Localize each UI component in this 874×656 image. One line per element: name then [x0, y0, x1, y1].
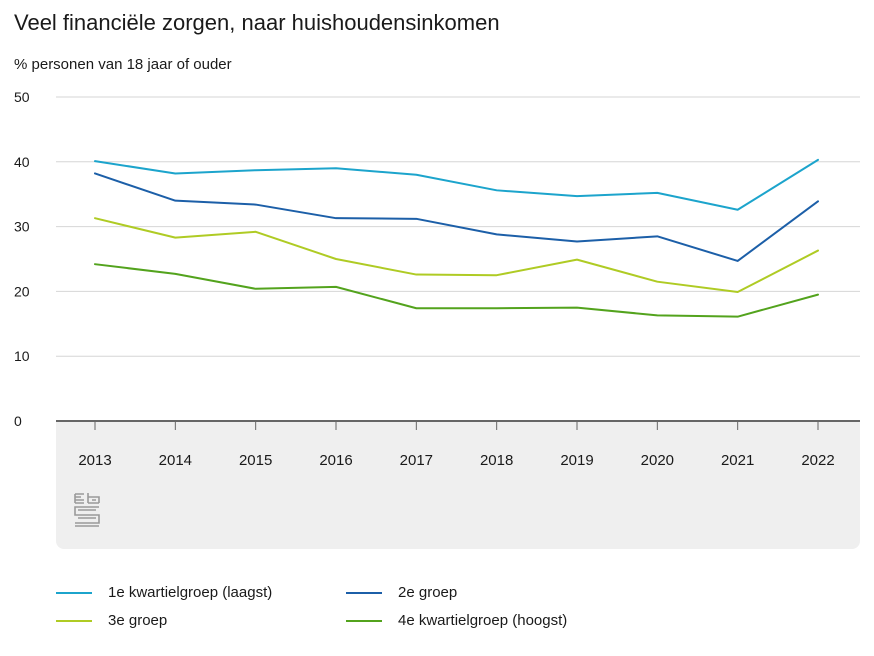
y-tick-label: 40	[14, 154, 30, 170]
x-tick-label: 2020	[641, 452, 674, 469]
y-tick-label: 30	[14, 219, 30, 235]
legend-label: 4e kwartielgroep (hoogst)	[398, 612, 568, 629]
y-tick-label: 10	[14, 348, 30, 364]
legend-label: 3e groep	[108, 612, 168, 629]
legend-swatch	[56, 619, 92, 622]
chart-title: Veel financiële zorgen, naar huishoudens…	[14, 10, 500, 35]
x-axis: 2013 2014 2015 2016 2017 2018 2019 2020 2021 2022	[56, 420, 860, 469]
x-tick-label: 2014	[159, 452, 192, 469]
cbs-logo-icon	[74, 493, 100, 527]
legend: 1e kwartielgroep (laagst) 2e groep 3e groe…	[56, 584, 836, 644]
legend-item: 1e kwartielgroep (laagst)	[56, 584, 272, 601]
x-tick-label: 2022	[801, 452, 834, 469]
legend-swatch	[346, 591, 382, 594]
line-chart: 0 10 20 30 40 50 2013 2014 2015 2016 2017 2018 2019…	[14, 89, 860, 469]
x-tick-label: 2015	[239, 452, 272, 469]
series-lines	[94, 158, 819, 318]
series-line-3	[94, 217, 819, 294]
x-tick-label: 2018	[480, 452, 513, 469]
legend-label: 1e kwartielgroep (laagst)	[108, 584, 273, 601]
y-tick-label: 0	[14, 413, 22, 429]
series-line-1	[94, 158, 819, 211]
legend-swatch	[56, 591, 92, 594]
x-tick-label: 2016	[319, 452, 352, 469]
series-line-2	[94, 172, 819, 262]
x-axis-band	[56, 421, 860, 549]
x-tick-label: 2013	[78, 452, 111, 469]
y-tick-label: 20	[14, 283, 30, 299]
x-tick-label: 2021	[721, 452, 754, 469]
x-tick-label: 2017	[400, 452, 433, 469]
y-axis-ticks: 0 10 20 30 40 50	[14, 89, 30, 429]
y-axis-label: % personen van 18 jaar of ouder	[14, 56, 232, 73]
x-tick-label: 2019	[560, 452, 593, 469]
legend-item: 2e groep	[346, 584, 457, 601]
legend-item: 3e groep	[56, 612, 167, 629]
legend-label: 2e groep	[398, 584, 458, 601]
y-tick-label: 50	[14, 89, 30, 105]
legend-swatch	[346, 619, 382, 622]
legend-item: 4e kwartielgroep (hoogst)	[346, 612, 567, 629]
series-line-4	[94, 263, 819, 318]
